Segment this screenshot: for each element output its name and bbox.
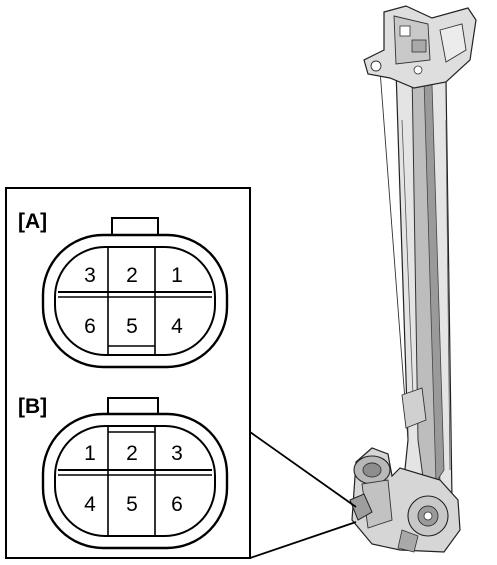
connector-a-pin: 5 xyxy=(126,315,138,338)
window-regulator-illustration xyxy=(349,5,477,553)
connector-b-pin: 3 xyxy=(171,442,183,465)
connector-b-pin: 2 xyxy=(126,442,138,465)
connector-b-pin: 1 xyxy=(84,442,96,465)
connector-b-pin: 4 xyxy=(84,493,96,516)
connector-a-inner-shell xyxy=(54,246,216,356)
connector-a-pin: 3 xyxy=(84,264,96,287)
connector-a: 3 2 1 6 5 4 xyxy=(41,217,229,369)
connector-a-label: [A] xyxy=(18,210,47,233)
connector-b: 1 2 3 4 5 6 xyxy=(41,397,229,550)
connector-a-pin: 2 xyxy=(126,264,138,287)
connector-b-inner-shell xyxy=(54,425,216,537)
connector-b-label: [B] xyxy=(18,395,47,418)
connector-b-pin: 6 xyxy=(171,493,183,516)
connector-b-pin: 5 xyxy=(126,493,138,516)
connector-a-pin: 1 xyxy=(171,264,183,287)
connector-a-pin: 4 xyxy=(171,315,183,338)
connector-a-pin: 6 xyxy=(84,315,96,338)
